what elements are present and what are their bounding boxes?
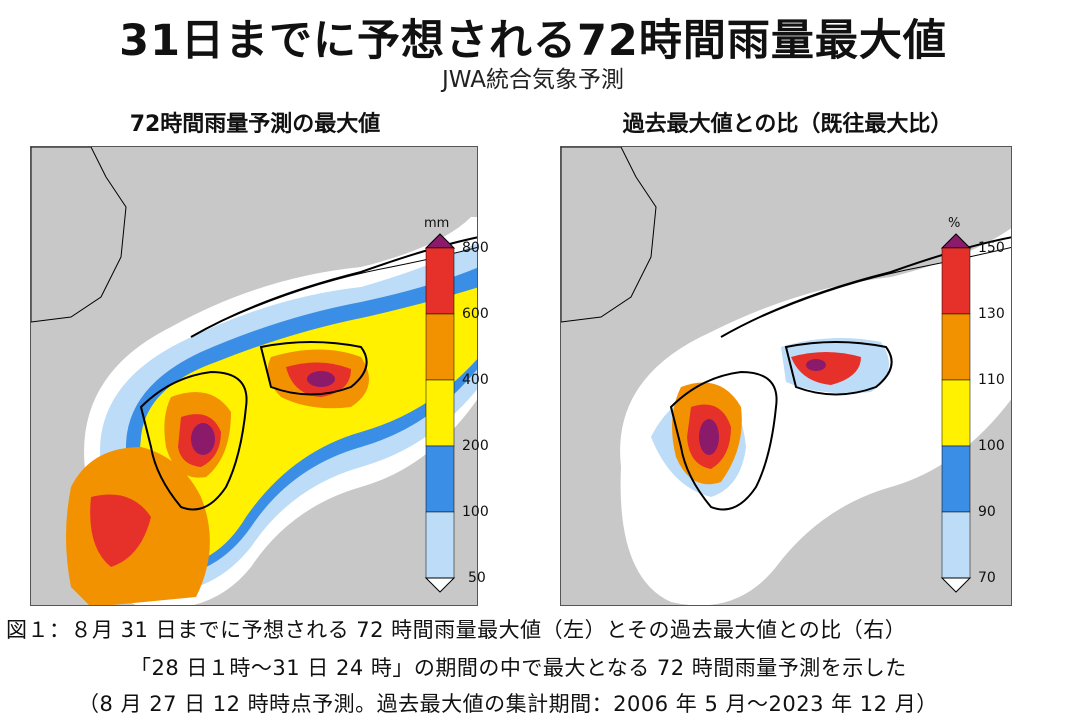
legend-tick: 150 xyxy=(978,240,1005,256)
legend-tick: 100 xyxy=(978,438,1005,454)
honshu-coast xyxy=(720,236,1011,338)
legend-colorbar xyxy=(424,233,456,593)
legend-swatch-top xyxy=(940,233,972,249)
legend-tick: 50 xyxy=(468,570,486,586)
legend-swatch xyxy=(425,313,455,381)
legend-tick: 110 xyxy=(978,372,1005,388)
legend-unit: % xyxy=(948,216,961,231)
rain-core-kyushu xyxy=(191,423,215,455)
ratio-map xyxy=(561,147,1011,605)
rainfall-map-panel xyxy=(30,146,478,606)
ratio-core-shikoku xyxy=(806,359,826,371)
legend-tick: 800 xyxy=(462,240,489,256)
ratio-band-130-shikoku xyxy=(791,352,861,385)
legend-tick: 400 xyxy=(462,372,489,388)
rainfall-legend: mm 800 600 400 200 100 50 xyxy=(424,216,494,596)
legend-swatch-bottom xyxy=(424,577,456,593)
figure-caption-line: 「28 日１時～31 日 24 時」の期間の中で最大となる 72 時間雨量予測を… xyxy=(130,656,907,680)
legend-tick: 200 xyxy=(462,438,489,454)
legend-colorbar xyxy=(940,233,972,593)
legend-swatch xyxy=(425,247,455,315)
kyushu-coast xyxy=(139,370,248,511)
ratio-legend: % 150 130 110 100 90 70 xyxy=(940,216,1010,596)
legend-swatch xyxy=(425,445,455,513)
legend-tick: 130 xyxy=(978,306,1005,322)
rain-band-200 xyxy=(138,287,477,567)
left-panel-title: 72時間雨量予測の最大値 xyxy=(129,112,381,137)
legend-swatch xyxy=(425,379,455,447)
shikoku-coast xyxy=(784,341,893,396)
page-title: 31日までに予想される72時間雨量最大値 xyxy=(119,16,947,66)
korea-coast xyxy=(31,147,127,323)
rain-band-600-south xyxy=(90,494,151,567)
page-subtitle: JWA統合気象予測 xyxy=(441,67,624,93)
figure-caption-line: （8 月 27 日 12 時時点予測。過去最大値の集計期間：2006 年 5 月… xyxy=(78,692,938,716)
rain-core-shikoku xyxy=(307,371,335,387)
legend-tick: 100 xyxy=(462,504,489,520)
rainfall-map xyxy=(31,147,477,605)
right-panel-title: 過去最大値との比（既往最大比） xyxy=(622,112,953,137)
land-area xyxy=(620,228,1011,605)
legend-swatch xyxy=(941,313,971,381)
legend-tick: 70 xyxy=(978,570,996,586)
legend-swatch xyxy=(425,511,455,579)
legend-swatch xyxy=(941,379,971,447)
shikoku-coast xyxy=(259,341,368,396)
korea-coast xyxy=(561,147,657,323)
legend-tick: 90 xyxy=(978,504,996,520)
ratio-map-panel xyxy=(560,146,1012,606)
legend-swatch xyxy=(941,445,971,513)
legend-swatch xyxy=(941,511,971,579)
legend-tick: 600 xyxy=(462,306,489,322)
figure-caption-line: 図１：８月 31 日までに予想される 72 時間雨量最大値（左）とその過去最大値… xyxy=(6,618,907,642)
legend-swatch xyxy=(941,247,971,315)
prefecture-lines xyxy=(760,246,1011,318)
legend-swatch-top xyxy=(424,233,456,249)
legend-swatch-bottom xyxy=(940,577,972,593)
kyushu-coast xyxy=(669,370,778,511)
ratio-core-kyushu xyxy=(699,419,719,455)
legend-unit: mm xyxy=(424,216,450,231)
